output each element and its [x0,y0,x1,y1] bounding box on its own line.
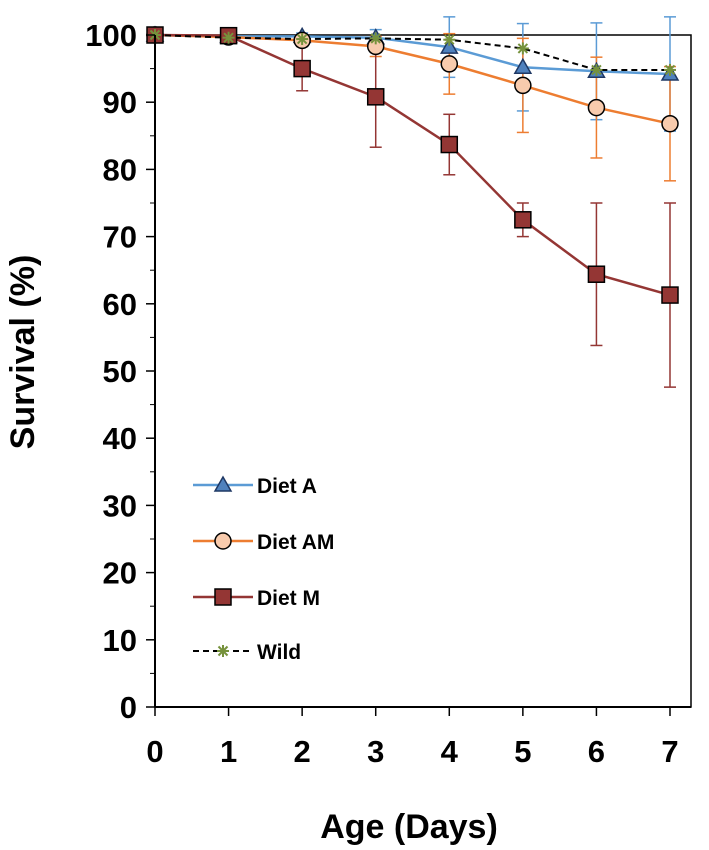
diet-m-marker [514,211,532,229]
y-tick-label: 50 [103,354,137,389]
legend-marker-diet-m [214,588,232,606]
y-tick-label: 90 [103,85,137,120]
x-tick-label: 0 [146,734,163,769]
y-tick-label: 20 [103,556,137,591]
y-tick-label: 100 [85,18,137,53]
wild-marker [222,31,235,44]
wild-marker [664,63,676,76]
diet-a-marker [513,57,533,75]
wild-marker [516,42,529,55]
diet-m-line [154,33,671,297]
x-tick-label: 7 [661,734,678,769]
y-tick-label: 0 [120,690,137,725]
diet-am-marker [587,98,606,117]
x-tick-label: 2 [294,734,311,769]
diet-a-marker [439,37,459,54]
y-ticks: 0 10 20 30 40 50 60 70 80 90 100 [85,18,155,725]
legend-marker-diet-a [213,475,233,492]
plot-area [154,34,692,708]
x-tick-label: 6 [588,734,605,769]
diet-am-marker [440,55,459,73]
diet-am-marker [514,76,532,95]
legend-item-wild: Wild [193,641,301,664]
diet-m-marker [587,265,606,283]
legend-label: Diet A [257,475,317,498]
x-tick-label: 1 [220,734,237,769]
diet-m-marker [661,286,679,304]
x-tick-label: 4 [441,734,459,769]
x-axis-title: Age (Days) [320,808,498,846]
legend-label: Diet M [257,587,320,610]
diet-am-marker [661,114,679,133]
legend: Diet A Diet AM Diet M Wild [193,475,334,664]
legend-item-diet-a: Diet A [193,475,317,498]
diet-m-marker [366,88,385,106]
y-tick-label: 60 [103,287,137,322]
x-tick-label: 5 [514,734,531,769]
wild-marker [369,32,382,45]
x-ticks: 0 1 2 3 4 5 6 7 [146,707,679,769]
wild-marker [296,33,309,46]
diet-m-marker [440,135,459,154]
legend-item-diet-m: Diet M [193,587,320,610]
y-tick-label: 30 [103,488,137,523]
wild-marker [590,63,603,76]
y-tick-label: 80 [103,152,137,187]
legend-label: Wild [257,641,301,664]
y-tick-label: 70 [103,220,137,255]
legend-marker-diet-am [214,532,232,550]
y-axis-title: Survival (%) [4,255,42,450]
legend-item-diet-am: Diet AM [193,531,334,554]
series-lines [154,33,671,297]
legend-label: Diet AM [257,531,334,554]
wild-marker [443,33,456,46]
x-tick-label: 3 [367,734,384,769]
y-tick-label: 10 [103,623,137,658]
diet-m-marker [293,59,311,78]
wild-line [154,34,670,71]
legend-marker-wild [217,645,229,657]
y-tick-label: 40 [103,421,137,456]
